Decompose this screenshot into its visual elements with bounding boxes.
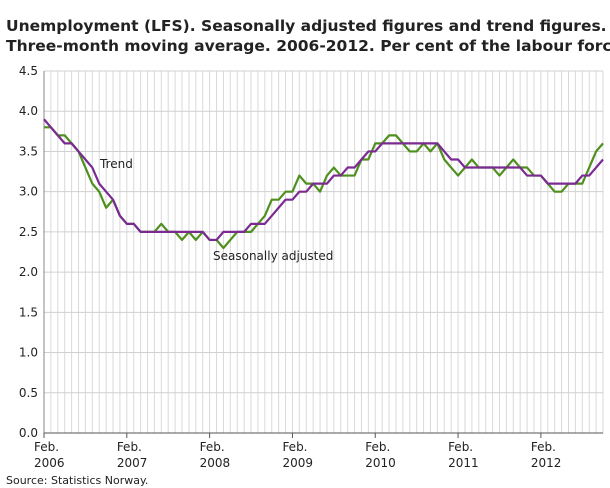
chart-title: Three-month moving average. 2006-2012. P…: [6, 37, 610, 55]
y-tick-label: 0.5: [19, 386, 38, 400]
chart-title: Unemployment (LFS). Seasonally adjusted …: [6, 17, 607, 35]
y-tick-label: 1.0: [19, 346, 38, 360]
x-tick-label: Feb. 2010: [365, 440, 396, 470]
y-tick-label: 1.5: [19, 305, 38, 319]
y-tick-label: 3.5: [19, 144, 38, 158]
x-tick-label: Feb. 2011: [448, 440, 479, 470]
y-tick-label: 3.0: [19, 185, 38, 199]
x-tick-label: Feb. 2009: [282, 440, 313, 470]
annotation: Seasonally adjusted: [213, 249, 333, 263]
annotation: Trend: [99, 157, 133, 171]
y-tick-label: 0.0: [19, 426, 38, 440]
y-tick-label: 4.0: [19, 104, 38, 118]
x-tick-label: Feb. 2006: [34, 440, 65, 470]
series-line: [43, 118, 604, 242]
y-tick-label: 2.0: [19, 265, 38, 279]
x-tick-label: Feb. 2008: [200, 440, 231, 470]
series-line: [44, 126, 604, 250]
y-tick-label: 4.5: [19, 64, 38, 78]
x-tick-label: Feb. 2007: [117, 440, 148, 470]
y-tick-label: 2.5: [19, 225, 38, 239]
source: Source: Statistics Norway.: [6, 474, 148, 487]
x-tick-label: Feb. 2012: [531, 440, 562, 470]
